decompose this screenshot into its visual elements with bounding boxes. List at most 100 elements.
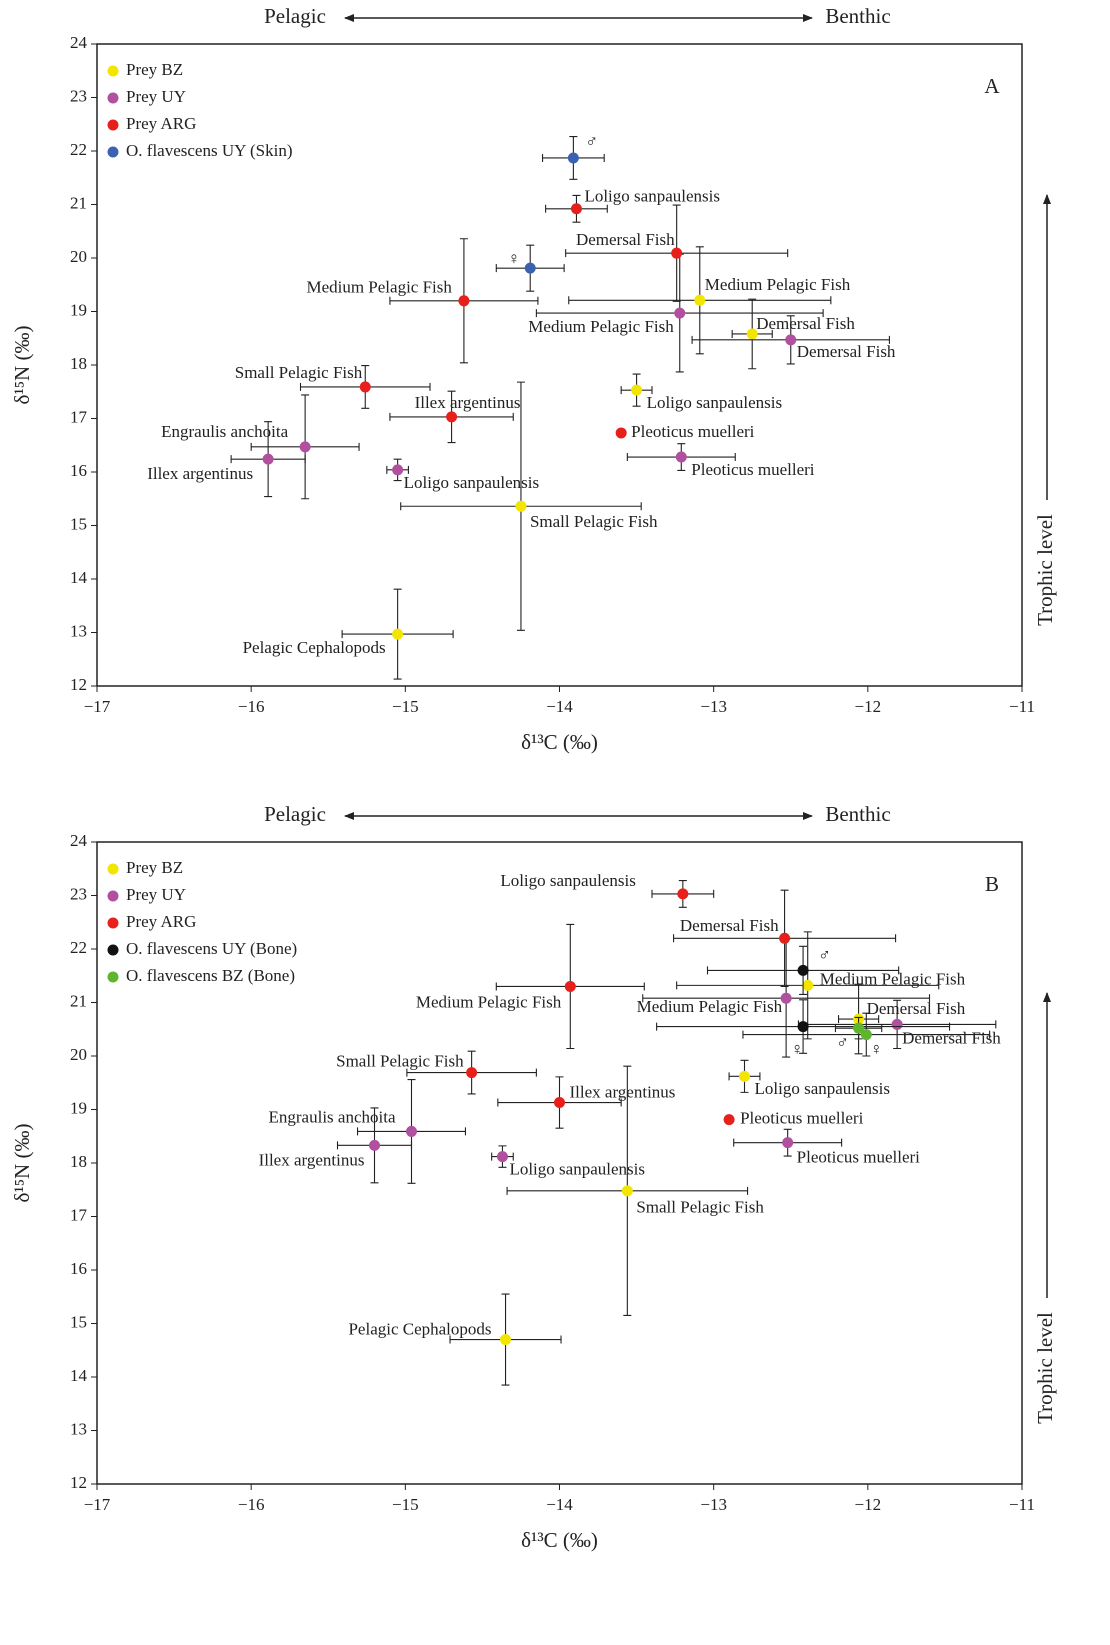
legend-marker <box>107 863 119 875</box>
y-tick-label: 22 <box>70 140 87 159</box>
data-point <box>860 1029 872 1041</box>
data-point <box>694 294 706 306</box>
data-point <box>746 328 758 340</box>
point-label: Pleoticus muelleri <box>691 460 815 479</box>
point-label: Illex argentinus <box>147 464 253 483</box>
point-label: Small Pelagic Fish <box>530 512 658 531</box>
data-point <box>675 451 687 463</box>
point-label: Small Pelagic Fish <box>336 1051 464 1070</box>
legend-marker <box>107 917 119 929</box>
data-point <box>564 980 576 992</box>
y-tick-label: 21 <box>70 991 87 1010</box>
legend-marker <box>107 146 119 158</box>
data-point <box>570 203 582 215</box>
point-label: ♀ <box>791 1039 804 1058</box>
data-point <box>359 381 371 393</box>
x-tick-label: −17 <box>84 1495 111 1514</box>
point-label: Demersal Fish <box>867 999 966 1018</box>
legend-label: Prey UY <box>126 885 186 904</box>
legend-marker <box>107 65 119 77</box>
data-point <box>524 262 536 274</box>
point-label: Engraulis anchoita <box>269 1107 396 1126</box>
legend-marker <box>107 944 119 956</box>
point-label: Demersal Fish <box>576 230 675 249</box>
data-point <box>785 334 797 346</box>
x-tick-label: −14 <box>546 1495 573 1514</box>
data-point <box>621 1185 633 1197</box>
y-tick-label: 23 <box>70 86 87 105</box>
point-label: Illex argentinus <box>570 1082 676 1101</box>
legend-label: Prey UY <box>126 87 186 106</box>
y-tick-label: 13 <box>70 621 87 640</box>
data-point <box>406 1125 417 1137</box>
legend-marker <box>107 119 119 131</box>
point-label: Demersal Fish <box>797 342 896 361</box>
y-tick-label: 13 <box>70 1419 87 1438</box>
data-point <box>446 411 458 423</box>
data-point <box>797 964 809 976</box>
point-label: ♀ <box>507 249 520 268</box>
data-point <box>369 1139 380 1151</box>
data-point <box>853 1022 865 1034</box>
legend-marker <box>107 971 119 983</box>
data-point <box>802 979 814 991</box>
point-label: Pelagic Cephalopods <box>243 638 386 657</box>
y-tick-label: 16 <box>70 1259 87 1278</box>
data-point <box>496 1151 508 1163</box>
point-label: Pleoticus muelleri <box>740 1109 864 1128</box>
point-label: Illex argentinus <box>259 1150 365 1169</box>
point-label: Medium Pelagic Fish <box>306 278 452 297</box>
data-point <box>723 1114 735 1126</box>
x-tick-label: −15 <box>392 697 419 716</box>
data-point <box>299 441 311 453</box>
legend-label: Prey ARG <box>126 114 196 133</box>
y-tick-label: 18 <box>70 354 87 373</box>
data-point <box>567 152 579 164</box>
x-tick-label: −16 <box>238 697 265 716</box>
data-point <box>458 295 470 307</box>
y-tick-label: 15 <box>70 514 87 533</box>
x-tick-label: −13 <box>700 697 727 716</box>
legend-label: O. flavescens UY (Skin) <box>126 141 293 160</box>
y-axis-title: δ¹⁵N (‰) <box>10 326 34 405</box>
point-label: Engraulis anchoita <box>161 422 288 441</box>
point-label: Demersal Fish <box>902 1028 1001 1047</box>
point-label: Illex argentinus <box>415 393 521 412</box>
y-tick-label: 19 <box>70 300 87 319</box>
y-tick-label: 22 <box>70 938 87 957</box>
data-point <box>262 453 274 465</box>
point-label: Loligo sanpaulensis <box>404 473 540 492</box>
data-point <box>631 384 643 396</box>
pelagic-label: Pelagic <box>264 802 326 826</box>
y-tick-label: 14 <box>70 568 88 587</box>
panel-label: B <box>985 872 999 896</box>
legend-marker <box>107 890 119 902</box>
x-tick-label: −13 <box>700 1495 727 1514</box>
x-axis-title: δ¹³C (‰) <box>521 730 598 754</box>
y-tick-label: 17 <box>70 407 88 426</box>
y-tick-label: 17 <box>70 1205 88 1224</box>
legend-label: Prey BZ <box>126 858 183 877</box>
y-tick-label: 14 <box>70 1366 88 1385</box>
trophic-label: Trophic level <box>1033 1312 1057 1424</box>
data-point <box>500 1334 512 1346</box>
data-point <box>671 247 683 259</box>
point-label: Medium Pelagic Fish <box>528 317 674 336</box>
y-tick-label: 20 <box>70 247 87 266</box>
legend-marker <box>107 92 119 104</box>
y-tick-label: 12 <box>70 1473 87 1492</box>
y-tick-label: 24 <box>70 831 88 850</box>
point-label: Demersal Fish <box>756 314 855 333</box>
panel-label: A <box>984 74 1000 98</box>
legend-label: O. flavescens UY (Bone) <box>126 939 297 958</box>
data-point <box>779 932 791 944</box>
point-label: Medium Pelagic Fish <box>416 992 562 1011</box>
data-point <box>615 427 627 439</box>
x-tick-label: −11 <box>1009 1495 1035 1514</box>
y-tick-label: 20 <box>70 1045 87 1064</box>
benthic-label: Benthic <box>825 4 890 28</box>
x-tick-label: −11 <box>1009 697 1035 716</box>
point-label: ♂ <box>585 132 598 151</box>
data-point <box>554 1097 565 1109</box>
